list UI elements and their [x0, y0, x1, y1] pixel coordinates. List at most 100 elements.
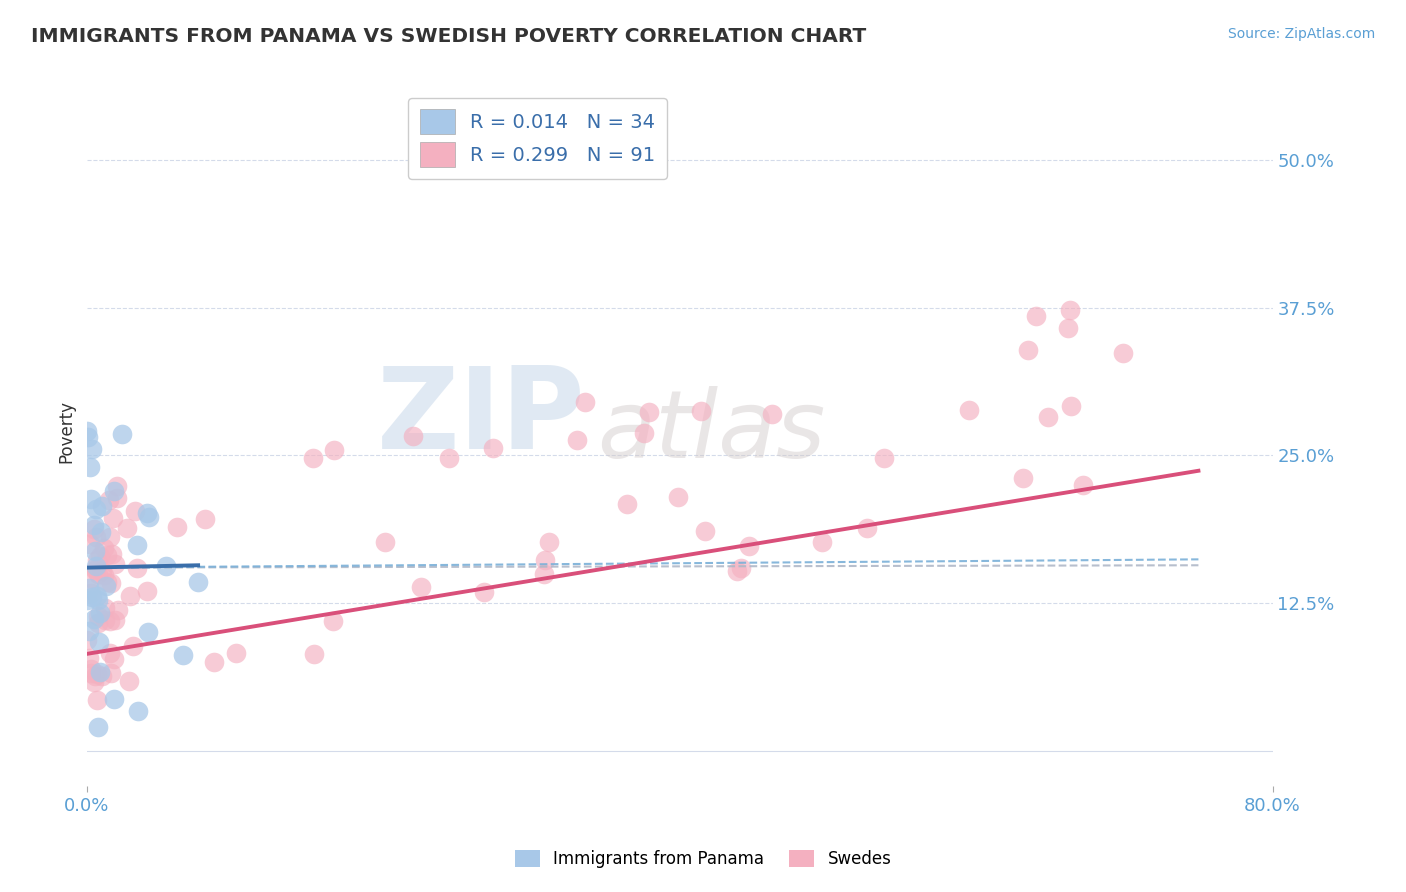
Point [83, 518, 105, 533]
Point [89, 549, 111, 563]
Point [1025, 309, 1047, 323]
Legend: Immigrants from Panama, Swedes: Immigrants from Panama, Swedes [508, 843, 898, 875]
Point [666, 490, 689, 504]
Point [86, 530, 108, 544]
Point [87, 609, 110, 624]
Point [100, 665, 122, 680]
Point [83, 544, 105, 558]
Point [77, 624, 100, 638]
Point [172, 648, 194, 662]
Point [79, 537, 101, 551]
Point [481, 441, 503, 455]
Point [138, 510, 160, 524]
Legend: R = 0.014   N = 34, R = 0.299   N = 91: R = 0.014 N = 34, R = 0.299 N = 91 [408, 98, 666, 179]
Point [98, 530, 121, 544]
Point [110, 426, 132, 441]
Point [96, 575, 118, 590]
Point [411, 580, 433, 594]
Point [533, 566, 555, 581]
Point [96, 549, 118, 563]
Point [127, 704, 149, 718]
Point [98, 493, 121, 508]
Point [567, 433, 589, 447]
Point [873, 451, 896, 466]
Point [574, 395, 596, 409]
Text: IMMIGRANTS FROM PANAMA VS SWEDISH POVERTY CORRELATION CHART: IMMIGRANTS FROM PANAMA VS SWEDISH POVERT… [31, 27, 866, 45]
Point [118, 674, 141, 689]
Point [80, 492, 103, 507]
Point [1112, 345, 1135, 359]
Point [638, 405, 661, 419]
Point [90, 669, 112, 683]
Point [86, 589, 108, 603]
Point [127, 561, 149, 575]
Point [302, 451, 325, 466]
Point [115, 521, 138, 535]
Point [136, 584, 159, 599]
Point [103, 483, 125, 498]
Point [94, 613, 117, 627]
Point [1038, 409, 1060, 424]
Point [82, 442, 104, 456]
Point [1059, 303, 1081, 318]
Point [104, 557, 127, 571]
Point [761, 407, 783, 421]
Point [738, 539, 761, 553]
Point [101, 548, 124, 562]
Point [91, 564, 114, 578]
Point [856, 521, 879, 535]
Point [84, 562, 107, 576]
Point [93, 541, 115, 555]
Point [302, 647, 325, 661]
Point [166, 520, 188, 534]
Point [1059, 399, 1081, 413]
Point [77, 430, 100, 444]
Point [194, 512, 217, 526]
Point [103, 510, 125, 524]
Point [90, 525, 112, 540]
Point [107, 603, 129, 617]
Point [79, 459, 101, 474]
Point [77, 581, 100, 595]
Point [83, 674, 105, 689]
Point [103, 691, 125, 706]
Point [1071, 477, 1094, 491]
Point [83, 563, 105, 577]
Point [84, 502, 107, 516]
Point [86, 720, 108, 734]
Point [1017, 343, 1039, 357]
Point [122, 639, 145, 653]
Point [83, 523, 105, 537]
Point [633, 426, 655, 441]
Point [1012, 471, 1035, 485]
Point [86, 592, 108, 607]
Point [401, 428, 423, 442]
Point [695, 524, 717, 539]
Point [103, 652, 125, 666]
Point [89, 607, 111, 621]
Point [90, 499, 112, 513]
Point [105, 491, 128, 505]
Point [76, 632, 98, 647]
Point [76, 593, 98, 607]
Point [124, 504, 146, 518]
Point [135, 506, 157, 520]
Point [105, 479, 128, 493]
Point [538, 535, 561, 549]
Point [155, 559, 177, 574]
Point [322, 443, 344, 458]
Point [374, 534, 396, 549]
Point [80, 662, 103, 676]
Point [811, 534, 834, 549]
Text: ZIP: ZIP [377, 362, 585, 473]
Point [93, 567, 115, 582]
Point [125, 538, 148, 552]
Point [616, 497, 638, 511]
Point [87, 566, 110, 581]
Point [87, 615, 110, 630]
Point [96, 579, 118, 593]
Point [534, 553, 557, 567]
Y-axis label: Poverty: Poverty [58, 401, 75, 463]
Point [80, 571, 103, 585]
Point [89, 635, 111, 649]
